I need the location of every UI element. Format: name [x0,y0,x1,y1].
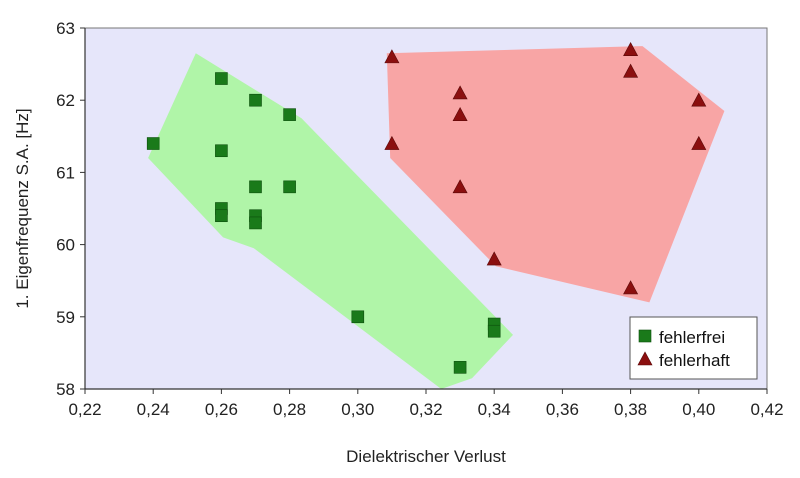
x-tick-label: 0,24 [137,400,170,419]
x-tick-label: 0,30 [341,400,374,419]
y-tick-label: 62 [56,91,75,110]
legend-box [629,316,758,380]
legend-label-fehlerfrei: fehlerfrei [659,328,725,347]
point-fehlerfrei [249,93,262,107]
legend: fehlerfrei fehlerhaft [629,316,758,380]
region-fehlerhaft [386,46,725,303]
point-fehlerhaft [623,63,639,78]
y-tick-label: 60 [56,236,75,255]
point-fehlerfrei [249,180,262,194]
point-fehlerfrei [249,216,262,230]
legend-marker-fehlerfrei [638,329,652,343]
x-tick-label: 0,36 [546,400,579,419]
point-fehlerhaft [691,135,707,150]
y-axis-label: 1. Eigenfrequenz S.A. [Hz] [13,108,32,308]
point-fehlerfrei [283,180,296,194]
x-tick-label: 0,28 [273,400,306,419]
point-fehlerhaft [623,42,639,56]
point-fehlerfrei [351,310,365,324]
point-fehlerhaft [452,179,468,194]
x-axis-ticks: 0,22 0,24 0,26 0,28 0,30 0,32 0,34 0,36 0,38 0,40… [68,389,784,419]
x-tick-label: 0,40 [682,400,715,419]
point-fehlerhaft [452,107,468,121]
x-tick-label: 0,34 [478,400,511,419]
data-points [146,42,707,374]
y-tick-label: 63 [56,19,75,38]
x-tick-label: 0,22 [68,400,101,419]
point-fehlerfrei [453,361,467,374]
point-fehlerfrei [215,72,228,85]
y-tick-label: 59 [56,308,75,327]
x-tick-label: 0,32 [409,400,442,419]
x-tick-label: 0,42 [750,400,783,419]
y-tick-label: 61 [56,163,75,182]
point-fehlerfrei [215,144,228,158]
point-fehlerfrei [487,324,501,338]
point-fehlerhaft [384,49,400,64]
x-axis-label: Dielektrischer Verlust [346,447,506,466]
point-fehlerhaft [486,251,502,266]
cluster-regions [148,46,725,390]
x-tick-label: 0,26 [205,400,238,419]
point-fehlerfrei [283,108,296,121]
legend-marker-fehlerhaft [637,351,653,366]
point-fehlerfrei [146,137,160,150]
y-axis-ticks: 58 59 60 61 62 63 [56,19,85,399]
x-tick-label: 0,38 [614,400,647,419]
point-fehlerhaft [384,135,400,150]
point-fehlerhaft [452,85,468,100]
point-fehlerfrei [215,209,228,223]
region-fehlerfrei [148,53,513,390]
legend-label-fehlerhaft: fehlerhaft [659,351,730,370]
y-tick-label: 58 [56,380,75,399]
point-fehlerhaft [691,92,707,107]
point-fehlerhaft [623,280,639,295]
